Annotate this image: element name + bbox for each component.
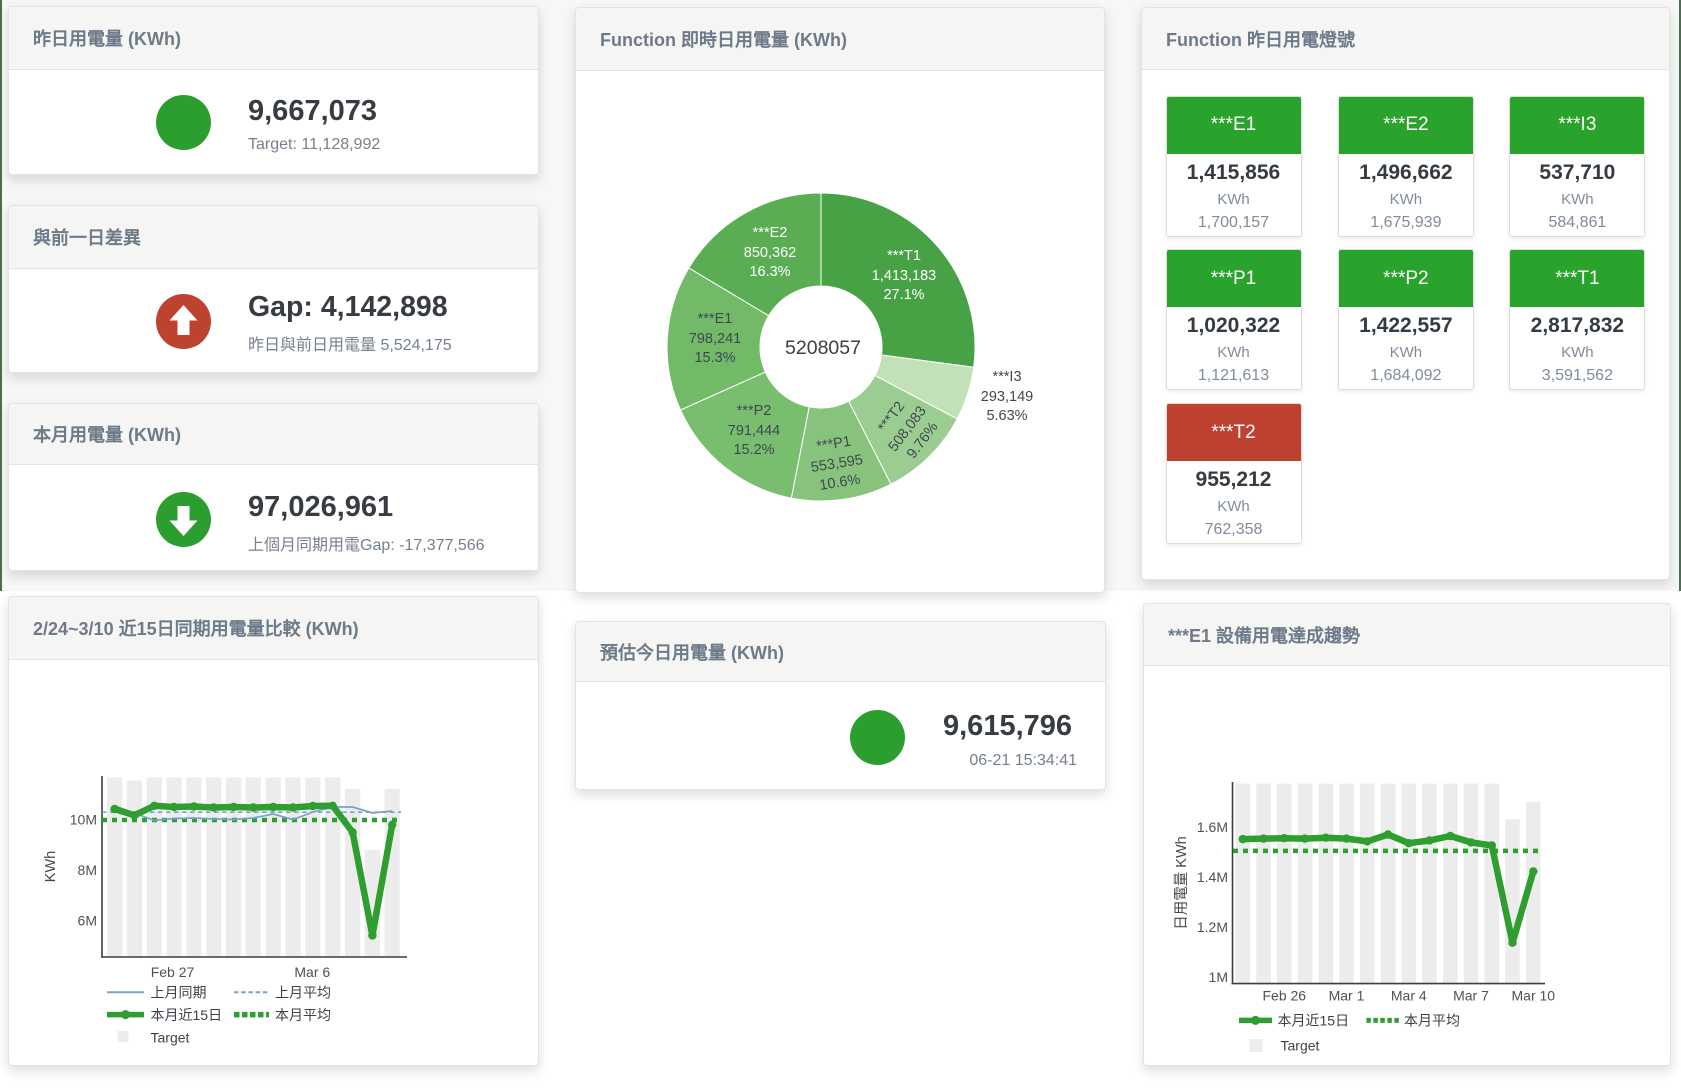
svg-text:上月平均: 上月平均	[275, 985, 331, 1001]
svg-text:Target: Target	[151, 1029, 190, 1045]
svg-text:KWh: KWh	[43, 851, 59, 882]
svg-text:1.4M: 1.4M	[1197, 869, 1228, 885]
svg-text:Feb 27: Feb 27	[151, 964, 195, 980]
svg-text:Mar 6: Mar 6	[294, 964, 330, 980]
svg-text:本月平均: 本月平均	[275, 1007, 331, 1023]
svg-text:1.2M: 1.2M	[1197, 919, 1228, 935]
svg-text:Mar 1: Mar 1	[1329, 988, 1365, 1004]
svg-text:日用電量 KWh: 日用電量 KWh	[1174, 836, 1190, 929]
svg-text:1M: 1M	[1209, 969, 1228, 985]
svg-text:8M: 8M	[78, 862, 97, 878]
svg-text:Target: Target	[1281, 1038, 1320, 1054]
svg-text:上月同期: 上月同期	[151, 985, 207, 1001]
svg-text:本月近15日: 本月近15日	[1278, 1012, 1350, 1028]
svg-text:5208057: 5208057	[785, 337, 861, 359]
svg-text:6M: 6M	[78, 913, 97, 929]
svg-text:本月平均: 本月平均	[1404, 1012, 1460, 1028]
svg-text:Mar 4: Mar 4	[1391, 988, 1427, 1004]
svg-text:本月近15日: 本月近15日	[151, 1007, 223, 1023]
svg-text:Mar 7: Mar 7	[1453, 988, 1489, 1004]
svg-text:Feb 26: Feb 26	[1263, 988, 1307, 1004]
svg-text:1.6M: 1.6M	[1197, 819, 1228, 835]
svg-text:10M: 10M	[70, 812, 97, 828]
svg-text:Mar 10: Mar 10	[1512, 988, 1556, 1004]
